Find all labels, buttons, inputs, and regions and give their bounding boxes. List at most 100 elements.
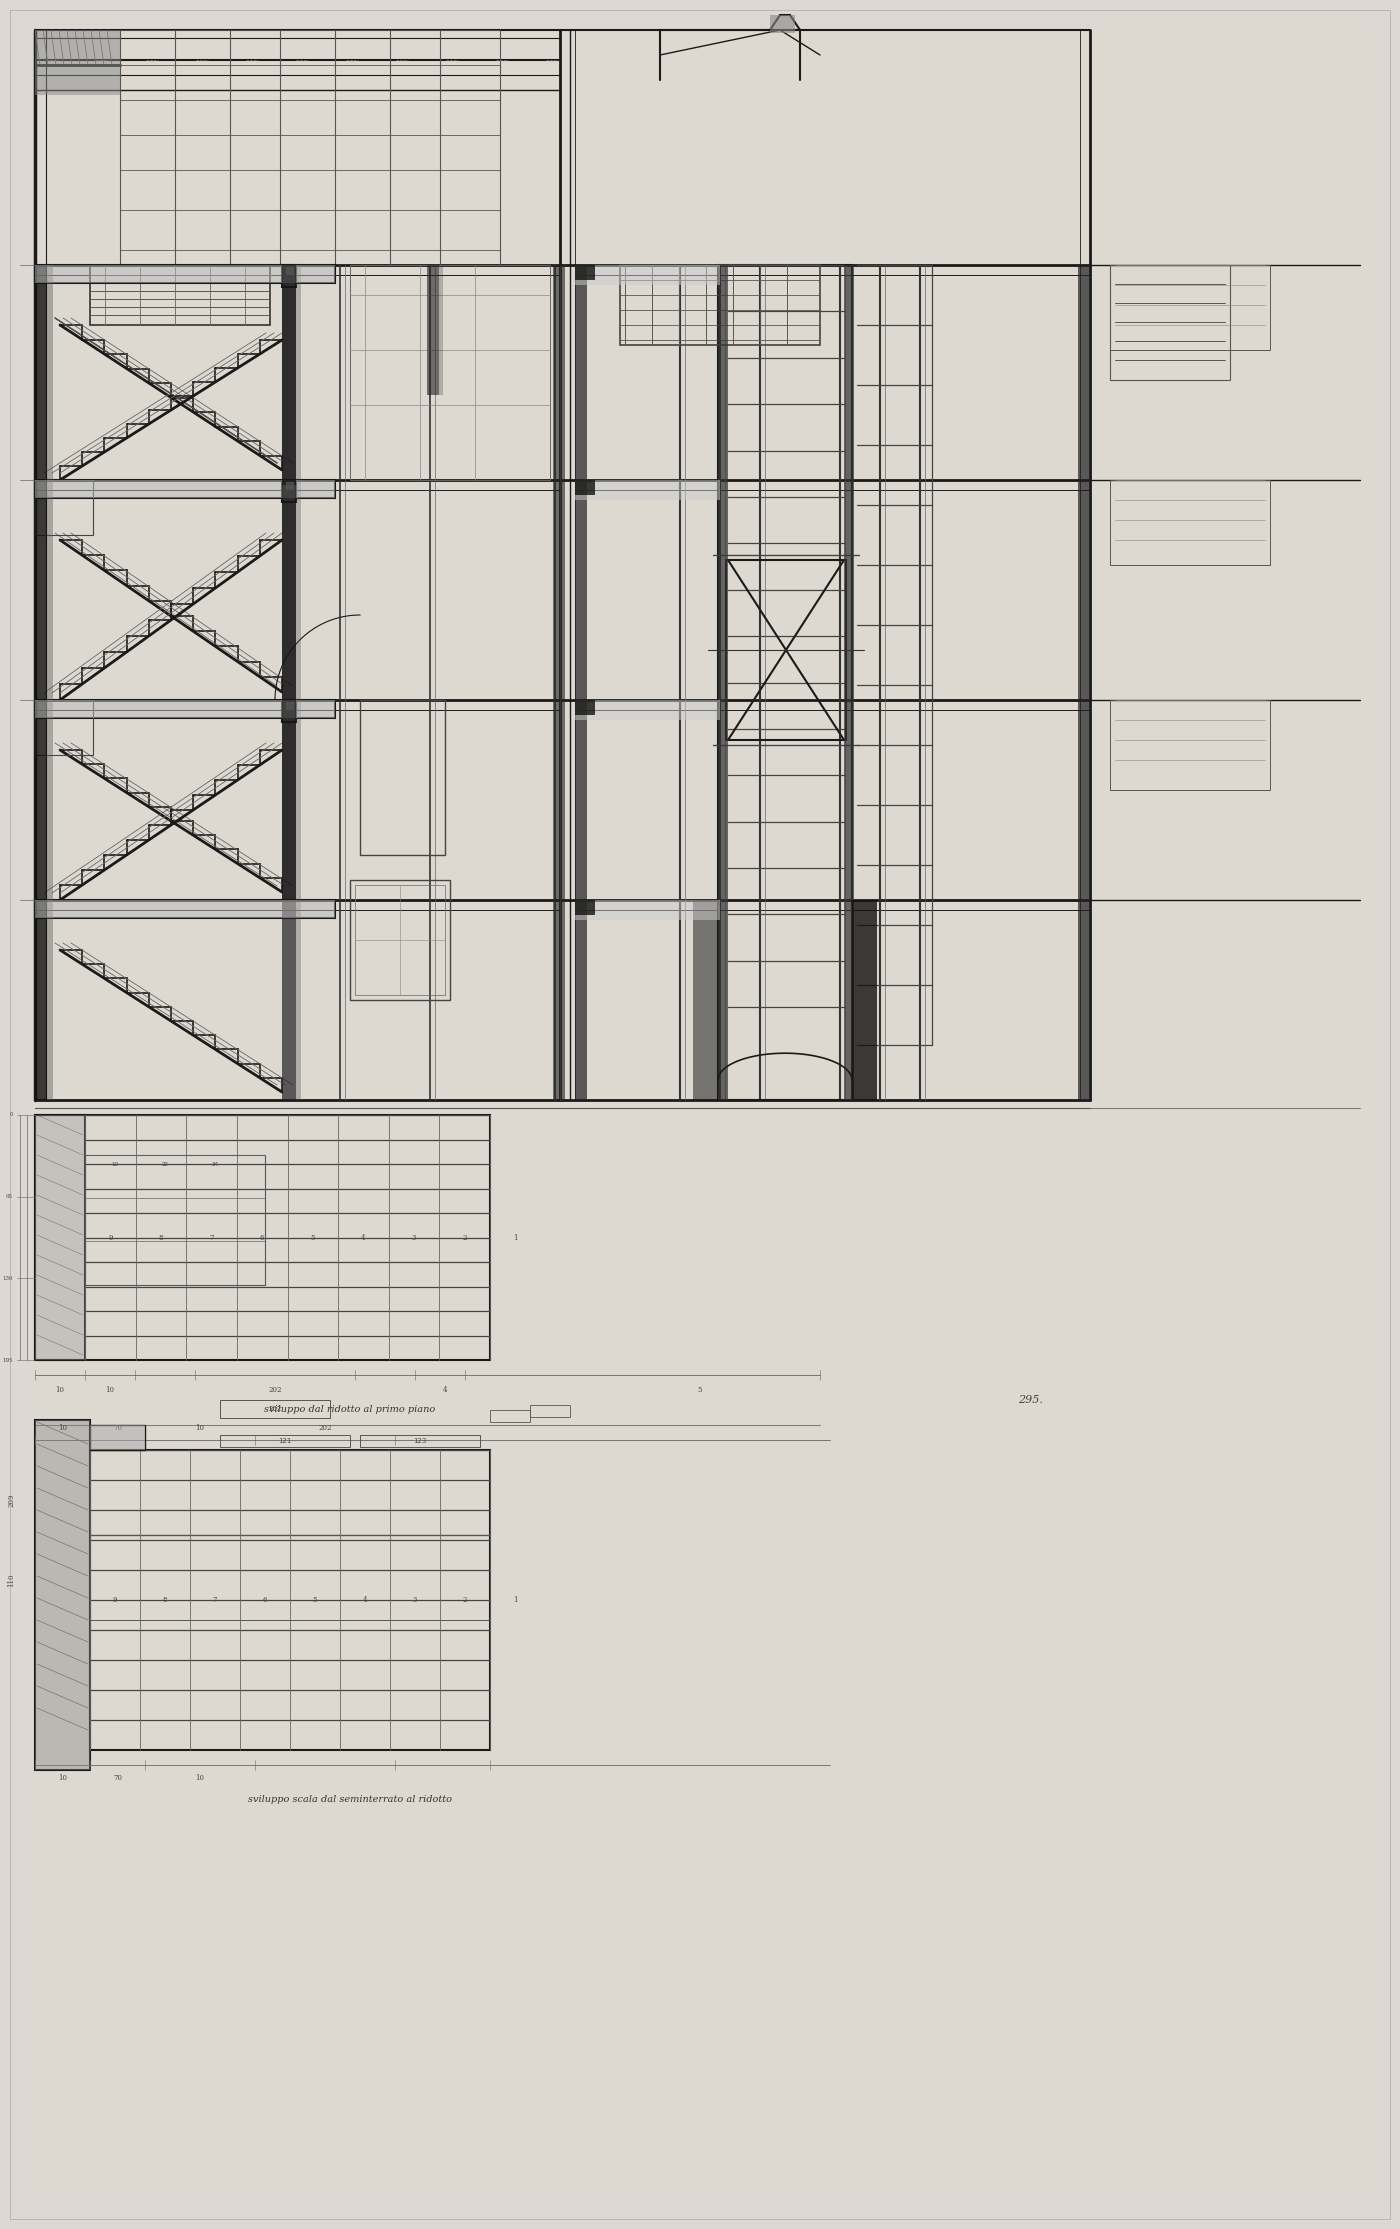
Text: 9: 9	[113, 1596, 118, 1605]
Bar	[286, 267, 288, 274]
Bar	[35, 700, 335, 718]
Bar	[727, 559, 846, 740]
Text: 295.: 295.	[1018, 1395, 1043, 1404]
Text: 202: 202	[269, 1386, 281, 1393]
Bar	[575, 265, 720, 285]
Text: 34: 34	[211, 1164, 218, 1168]
Bar	[90, 265, 270, 325]
Text: 6: 6	[263, 1596, 267, 1605]
Bar	[35, 700, 335, 718]
Bar	[770, 16, 795, 33]
Text: 8: 8	[162, 1596, 167, 1605]
Text: sviluppo scala dal seminterrato al ridotto: sviluppo scala dal seminterrato al ridot…	[248, 1797, 452, 1805]
Bar	[35, 1114, 85, 1360]
Text: 10: 10	[59, 1424, 67, 1431]
Bar	[290, 702, 293, 711]
Bar	[35, 1420, 90, 1770]
Text: 5: 5	[697, 1386, 703, 1393]
Bar	[35, 29, 120, 96]
Text: 4: 4	[361, 1233, 365, 1242]
Bar	[350, 265, 550, 479]
Bar	[575, 901, 720, 921]
Text: 202: 202	[269, 1406, 281, 1411]
Bar	[293, 267, 294, 274]
Bar	[281, 479, 295, 700]
Text: 1: 1	[512, 1596, 517, 1605]
Bar	[575, 265, 587, 1099]
Bar	[290, 267, 293, 274]
Bar	[35, 479, 92, 535]
Text: 10: 10	[105, 1386, 115, 1393]
Bar	[575, 700, 720, 720]
Bar	[35, 1114, 85, 1360]
Bar	[1110, 265, 1231, 379]
Bar	[35, 479, 335, 497]
Text: 2: 2	[462, 1233, 468, 1242]
Bar	[360, 700, 445, 856]
Text: 195: 195	[3, 1357, 13, 1362]
Bar	[440, 265, 442, 395]
Text: 10: 10	[196, 1774, 204, 1781]
Text: 0: 0	[10, 1112, 13, 1117]
Bar	[575, 479, 720, 499]
Text: 5: 5	[311, 1233, 315, 1242]
Bar	[531, 1404, 570, 1418]
Bar	[853, 901, 876, 1099]
Bar	[293, 702, 294, 711]
Text: 130: 130	[3, 1275, 13, 1282]
Bar	[356, 885, 445, 994]
Bar	[220, 1435, 350, 1447]
Text: 4: 4	[442, 1386, 447, 1393]
Bar	[575, 700, 595, 716]
Bar	[844, 265, 854, 1099]
Bar	[293, 481, 294, 490]
Text: 3: 3	[412, 1233, 416, 1242]
Bar	[281, 700, 295, 722]
Text: 65: 65	[6, 1195, 13, 1199]
Text: 8: 8	[158, 1233, 164, 1242]
Text: 10: 10	[56, 1386, 64, 1393]
Bar	[295, 265, 301, 1099]
Bar	[90, 1424, 146, 1451]
Text: 4: 4	[363, 1596, 367, 1605]
Text: 121: 121	[279, 1438, 291, 1444]
Bar	[350, 880, 449, 1001]
Bar	[1110, 479, 1270, 564]
Text: 123: 123	[413, 1438, 427, 1444]
Text: 202: 202	[318, 1424, 332, 1431]
Bar	[281, 265, 295, 288]
Bar	[35, 901, 335, 918]
Bar	[48, 265, 53, 1099]
Text: 2: 2	[463, 1596, 468, 1605]
Bar	[288, 481, 290, 490]
Bar	[35, 265, 48, 1099]
Bar	[288, 267, 290, 274]
Bar	[290, 481, 293, 490]
Bar	[427, 265, 440, 395]
Bar	[35, 1420, 90, 1770]
Text: 9: 9	[108, 1233, 112, 1242]
Bar	[718, 265, 728, 1099]
Bar	[281, 700, 295, 901]
Text: 6: 6	[260, 1233, 265, 1242]
Bar	[575, 479, 595, 495]
Bar	[281, 265, 295, 1099]
Bar	[281, 265, 295, 486]
Text: 10: 10	[59, 1774, 67, 1781]
Text: sviluppo dal ridotto al primo piano: sviluppo dal ridotto al primo piano	[265, 1406, 435, 1415]
Bar	[490, 1411, 531, 1422]
Bar	[620, 265, 820, 345]
Text: 22: 22	[161, 1164, 168, 1168]
Bar	[360, 1435, 480, 1447]
Bar	[35, 1114, 490, 1360]
Bar	[85, 1155, 265, 1284]
Bar	[35, 265, 335, 283]
Bar	[718, 265, 853, 1099]
Bar	[90, 1424, 146, 1451]
Text: 1: 1	[512, 1233, 518, 1242]
Text: 70: 70	[113, 1774, 123, 1781]
Bar	[286, 481, 288, 490]
Bar	[575, 265, 595, 281]
Bar	[1110, 700, 1270, 789]
Bar	[1110, 265, 1270, 350]
